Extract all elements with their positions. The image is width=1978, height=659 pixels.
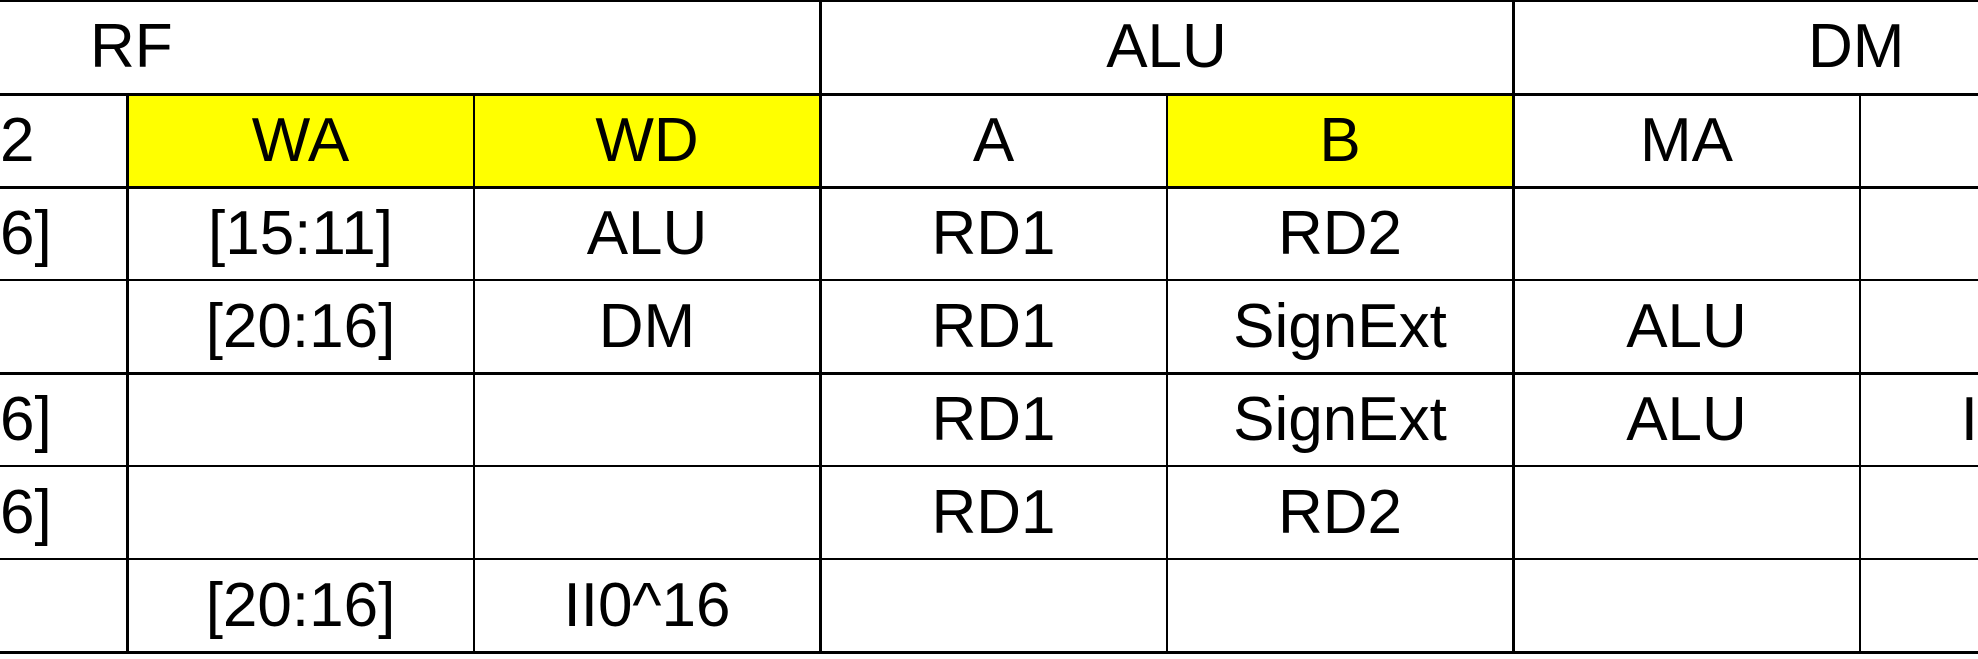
row-1-a[interactable]: RD1 (931, 198, 1056, 268)
grid-line-bottom (0, 651, 1978, 654)
grid-vline-after-a (1166, 94, 1168, 654)
grid-vline-after-wa (473, 94, 475, 654)
row-4-wd[interactable] (474, 466, 820, 559)
row-1-ma[interactable] (1513, 187, 1860, 280)
header-cell-a[interactable]: A (972, 105, 1015, 175)
row-1-wa[interactable]: [15:11] (207, 198, 393, 268)
grid-line-top (0, 0, 1978, 2)
header-cell-b[interactable]: B (1167, 94, 1513, 187)
row-5-partial-right[interactable] (1860, 559, 1978, 652)
row-4-partial-left[interactable]: 6] (0, 477, 52, 547)
row-1-b[interactable]: RD2 (1277, 198, 1403, 268)
row-5-a[interactable] (820, 559, 1167, 652)
row-5-wa[interactable]: [20:16] (205, 570, 396, 640)
row-3-a[interactable]: RD1 (931, 384, 1056, 454)
row-1-partial-left[interactable]: 6] (0, 198, 52, 268)
row-3-partial-left[interactable]: 6] (0, 384, 52, 454)
grid-line-row-2 (0, 372, 1978, 375)
row-1-partial-right[interactable] (1860, 187, 1978, 280)
row-2-a[interactable]: RD1 (931, 291, 1056, 361)
row-2-wd[interactable]: DM (598, 291, 696, 361)
group-header-dm[interactable]: DM (1808, 12, 1905, 81)
row-5-wd[interactable]: II0^16 (563, 570, 731, 640)
row-1-wd[interactable]: ALU (586, 198, 708, 268)
grid-vline-after-partial-left (126, 94, 129, 654)
header-cell-partial-right[interactable] (1860, 94, 1978, 187)
row-4-wa[interactable] (127, 466, 474, 559)
row-4-a[interactable]: RD1 (931, 477, 1056, 547)
header-cell-partial-left[interactable]: 2 (0, 105, 35, 175)
row-5-b[interactable] (1167, 559, 1513, 652)
grid-line-row-4 (0, 558, 1978, 560)
grid-line-below-column-header (0, 186, 1978, 189)
group-header-alu[interactable]: ALU (1106, 12, 1227, 81)
row-4-b[interactable]: RD2 (1277, 477, 1403, 547)
row-2-partial-right[interactable] (1860, 280, 1978, 373)
row-5-partial-left[interactable] (0, 559, 127, 652)
grid-vline-after-ma (1859, 94, 1861, 654)
row-3-wd[interactable] (474, 373, 820, 466)
grid-line-row-3 (0, 465, 1978, 467)
grid-line-below-group-header (0, 93, 1978, 96)
row-4-partial-right[interactable] (1860, 466, 1978, 559)
row-5-ma[interactable] (1513, 559, 1860, 652)
row-4-ma[interactable] (1513, 466, 1860, 559)
header-cell-wd[interactable]: WD (474, 94, 820, 187)
row-3-b[interactable]: SignExt (1233, 384, 1447, 454)
row-2-ma[interactable]: ALU (1626, 291, 1747, 361)
row-2-b[interactable]: SignExt (1233, 291, 1447, 361)
row-2-wa[interactable]: [20:16] (205, 291, 396, 361)
row-3-wa[interactable] (127, 373, 474, 466)
header-cell-wa[interactable]: WA (127, 94, 474, 187)
grid-vline-after-rf (819, 0, 822, 654)
row-3-partial-right[interactable]: I (1960, 384, 1978, 454)
header-cell-ma[interactable]: MA (1640, 105, 1733, 175)
grid-vline-after-alu (1512, 0, 1515, 654)
row-3-ma[interactable]: ALU (1626, 384, 1747, 454)
grid-line-row-1 (0, 279, 1978, 281)
row-2-partial-left[interactable] (0, 280, 127, 373)
group-header-rf[interactable]: RF (90, 12, 173, 81)
